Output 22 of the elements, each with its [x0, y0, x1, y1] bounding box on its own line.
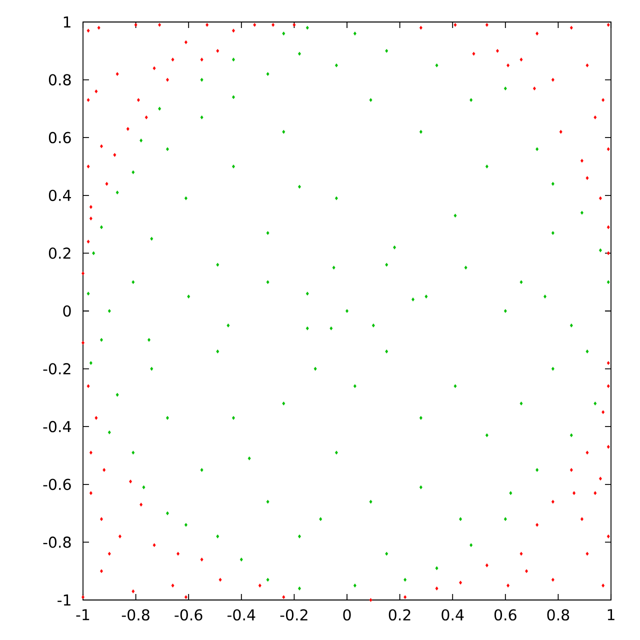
- y-tick-label: 0.8: [48, 74, 71, 86]
- x-tick-label: 0.2: [388, 609, 410, 621]
- x-tick-label: 1: [608, 609, 614, 620]
- x-tick-label: -0.8: [122, 609, 150, 621]
- x-tick-label: -1: [76, 609, 90, 620]
- x-tick-label: 0.4: [442, 609, 464, 621]
- y-tick-label: 1: [64, 16, 70, 28]
- y-tick-label: 0.4: [48, 190, 71, 202]
- y-tick-label: -0.2: [43, 363, 70, 374]
- y-tick-label: -0.6: [43, 478, 71, 490]
- y-tick-label: 0: [63, 305, 71, 317]
- y-tick-label: 0.6: [48, 132, 71, 144]
- y-tick-label: -0.4: [43, 420, 71, 432]
- x-tick-label: -0.4: [228, 609, 256, 621]
- y-tick-label: -0.8: [43, 536, 71, 548]
- y-tick-label: -1: [58, 594, 70, 606]
- x-tick-label: 0: [343, 609, 351, 621]
- x-tick-label: -0.6: [174, 609, 202, 621]
- x-tick-label: -0.2: [280, 609, 308, 621]
- x-tick-label: 0.8: [547, 609, 570, 621]
- y-tick-label: 0.2: [48, 248, 70, 259]
- x-tick-label: 0.6: [494, 609, 516, 621]
